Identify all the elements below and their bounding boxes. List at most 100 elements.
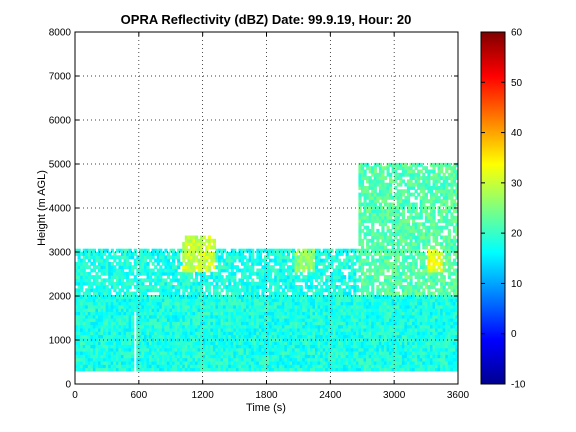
heatmap-cell xyxy=(189,357,194,362)
heatmap-cell xyxy=(404,228,408,233)
heatmap-cell xyxy=(312,360,316,365)
heatmap-cell xyxy=(97,354,102,359)
heatmap-cell xyxy=(292,324,296,329)
heatmap-cell xyxy=(271,354,275,359)
heatmap-cell xyxy=(289,327,293,332)
heatmap-cell xyxy=(126,252,130,256)
heatmap-cell xyxy=(85,327,89,332)
heatmap-cell xyxy=(210,314,214,319)
heatmap-cell xyxy=(401,192,405,197)
heatmap-cell xyxy=(110,281,114,286)
heatmap-cell xyxy=(394,351,398,355)
heatmap-cell xyxy=(284,331,288,336)
heatmap-cell xyxy=(207,311,211,316)
heatmap-cell xyxy=(376,209,380,213)
heatmap-cell xyxy=(95,334,99,339)
heatmap-cell xyxy=(317,291,321,296)
heatmap-cell xyxy=(77,314,81,319)
heatmap-cell xyxy=(138,258,142,263)
heatmap-cell xyxy=(389,327,393,332)
heatmap-cell xyxy=(118,314,122,319)
heatmap-cell xyxy=(271,252,275,256)
heatmap-cell xyxy=(161,252,165,256)
heatmap-cell xyxy=(304,321,308,326)
heatmap-cell xyxy=(327,294,331,299)
heatmap-cell xyxy=(143,321,148,326)
heatmap-cell xyxy=(215,255,219,260)
heatmap-cell xyxy=(133,275,137,279)
heatmap-cell xyxy=(258,285,262,289)
heatmap-cell xyxy=(360,179,365,184)
heatmap-cell xyxy=(378,354,382,359)
heatmap-cell xyxy=(246,288,250,293)
heatmap-cell xyxy=(215,252,219,256)
heatmap-cell xyxy=(302,268,306,273)
heatmap-cell xyxy=(363,327,367,332)
heatmap-cell xyxy=(355,294,360,299)
heatmap-cell xyxy=(309,252,314,256)
heatmap-cell xyxy=(113,334,117,339)
heatmap-cell xyxy=(276,301,280,306)
heatmap-cell xyxy=(166,271,171,276)
heatmap-cell xyxy=(233,357,237,362)
heatmap-cell xyxy=(141,321,145,326)
heatmap-cell xyxy=(105,351,109,355)
heatmap-cell xyxy=(383,261,388,266)
heatmap-cell xyxy=(327,288,331,293)
heatmap-cell xyxy=(299,278,303,283)
heatmap-cell xyxy=(174,364,178,369)
heatmap-cell xyxy=(256,294,260,299)
heatmap-cell xyxy=(230,301,234,306)
heatmap-cell xyxy=(412,344,416,349)
heatmap-cell xyxy=(312,341,316,345)
heatmap-cell xyxy=(133,285,137,289)
heatmap-cell xyxy=(312,248,316,253)
heatmap-cell xyxy=(207,242,211,246)
heatmap-cell xyxy=(212,321,217,326)
heatmap-cell xyxy=(376,182,380,187)
heatmap-cell xyxy=(90,255,94,260)
heatmap-cell xyxy=(327,291,331,296)
heatmap-cell xyxy=(368,291,372,296)
heatmap-cell xyxy=(337,344,342,349)
heatmap-cell xyxy=(169,268,173,273)
heatmap-cell xyxy=(149,337,153,342)
heatmap-cell xyxy=(238,357,242,362)
heatmap-cell xyxy=(202,291,206,296)
heatmap-cell xyxy=(159,314,163,319)
heatmap-cell xyxy=(412,294,416,299)
heatmap-cell xyxy=(269,271,273,276)
heatmap-cell xyxy=(256,321,260,326)
heatmap-cell xyxy=(353,298,357,303)
heatmap-cell xyxy=(350,364,354,369)
heatmap-cell xyxy=(345,357,349,362)
heatmap-cell xyxy=(307,288,311,293)
heatmap-cell xyxy=(246,248,250,253)
heatmap-cell xyxy=(246,357,250,362)
heatmap-cell xyxy=(95,337,99,342)
heatmap-cell xyxy=(146,275,150,279)
heatmap-cell xyxy=(330,357,334,362)
heatmap-cell xyxy=(366,301,370,306)
heatmap-cell xyxy=(154,304,158,309)
heatmap-cell xyxy=(126,314,130,319)
heatmap-cell xyxy=(360,222,365,227)
heatmap-cell xyxy=(373,308,377,312)
heatmap-cell xyxy=(286,347,291,352)
heatmap-cell xyxy=(363,324,367,329)
heatmap-cell xyxy=(126,294,130,299)
heatmap-cell xyxy=(97,321,102,326)
heatmap-cell xyxy=(243,271,247,276)
heatmap-cell xyxy=(353,337,357,342)
heatmap-cell xyxy=(345,291,349,296)
heatmap-cell xyxy=(269,258,273,263)
heatmap-cell xyxy=(141,265,145,270)
heatmap-cell xyxy=(103,367,107,372)
heatmap-cell xyxy=(358,354,362,359)
heatmap-cell xyxy=(360,172,365,177)
heatmap-cell xyxy=(172,324,176,329)
heatmap-cell xyxy=(279,341,283,345)
heatmap-cell xyxy=(118,294,122,299)
heatmap-cell xyxy=(332,301,337,306)
heatmap-cell xyxy=(376,360,380,365)
